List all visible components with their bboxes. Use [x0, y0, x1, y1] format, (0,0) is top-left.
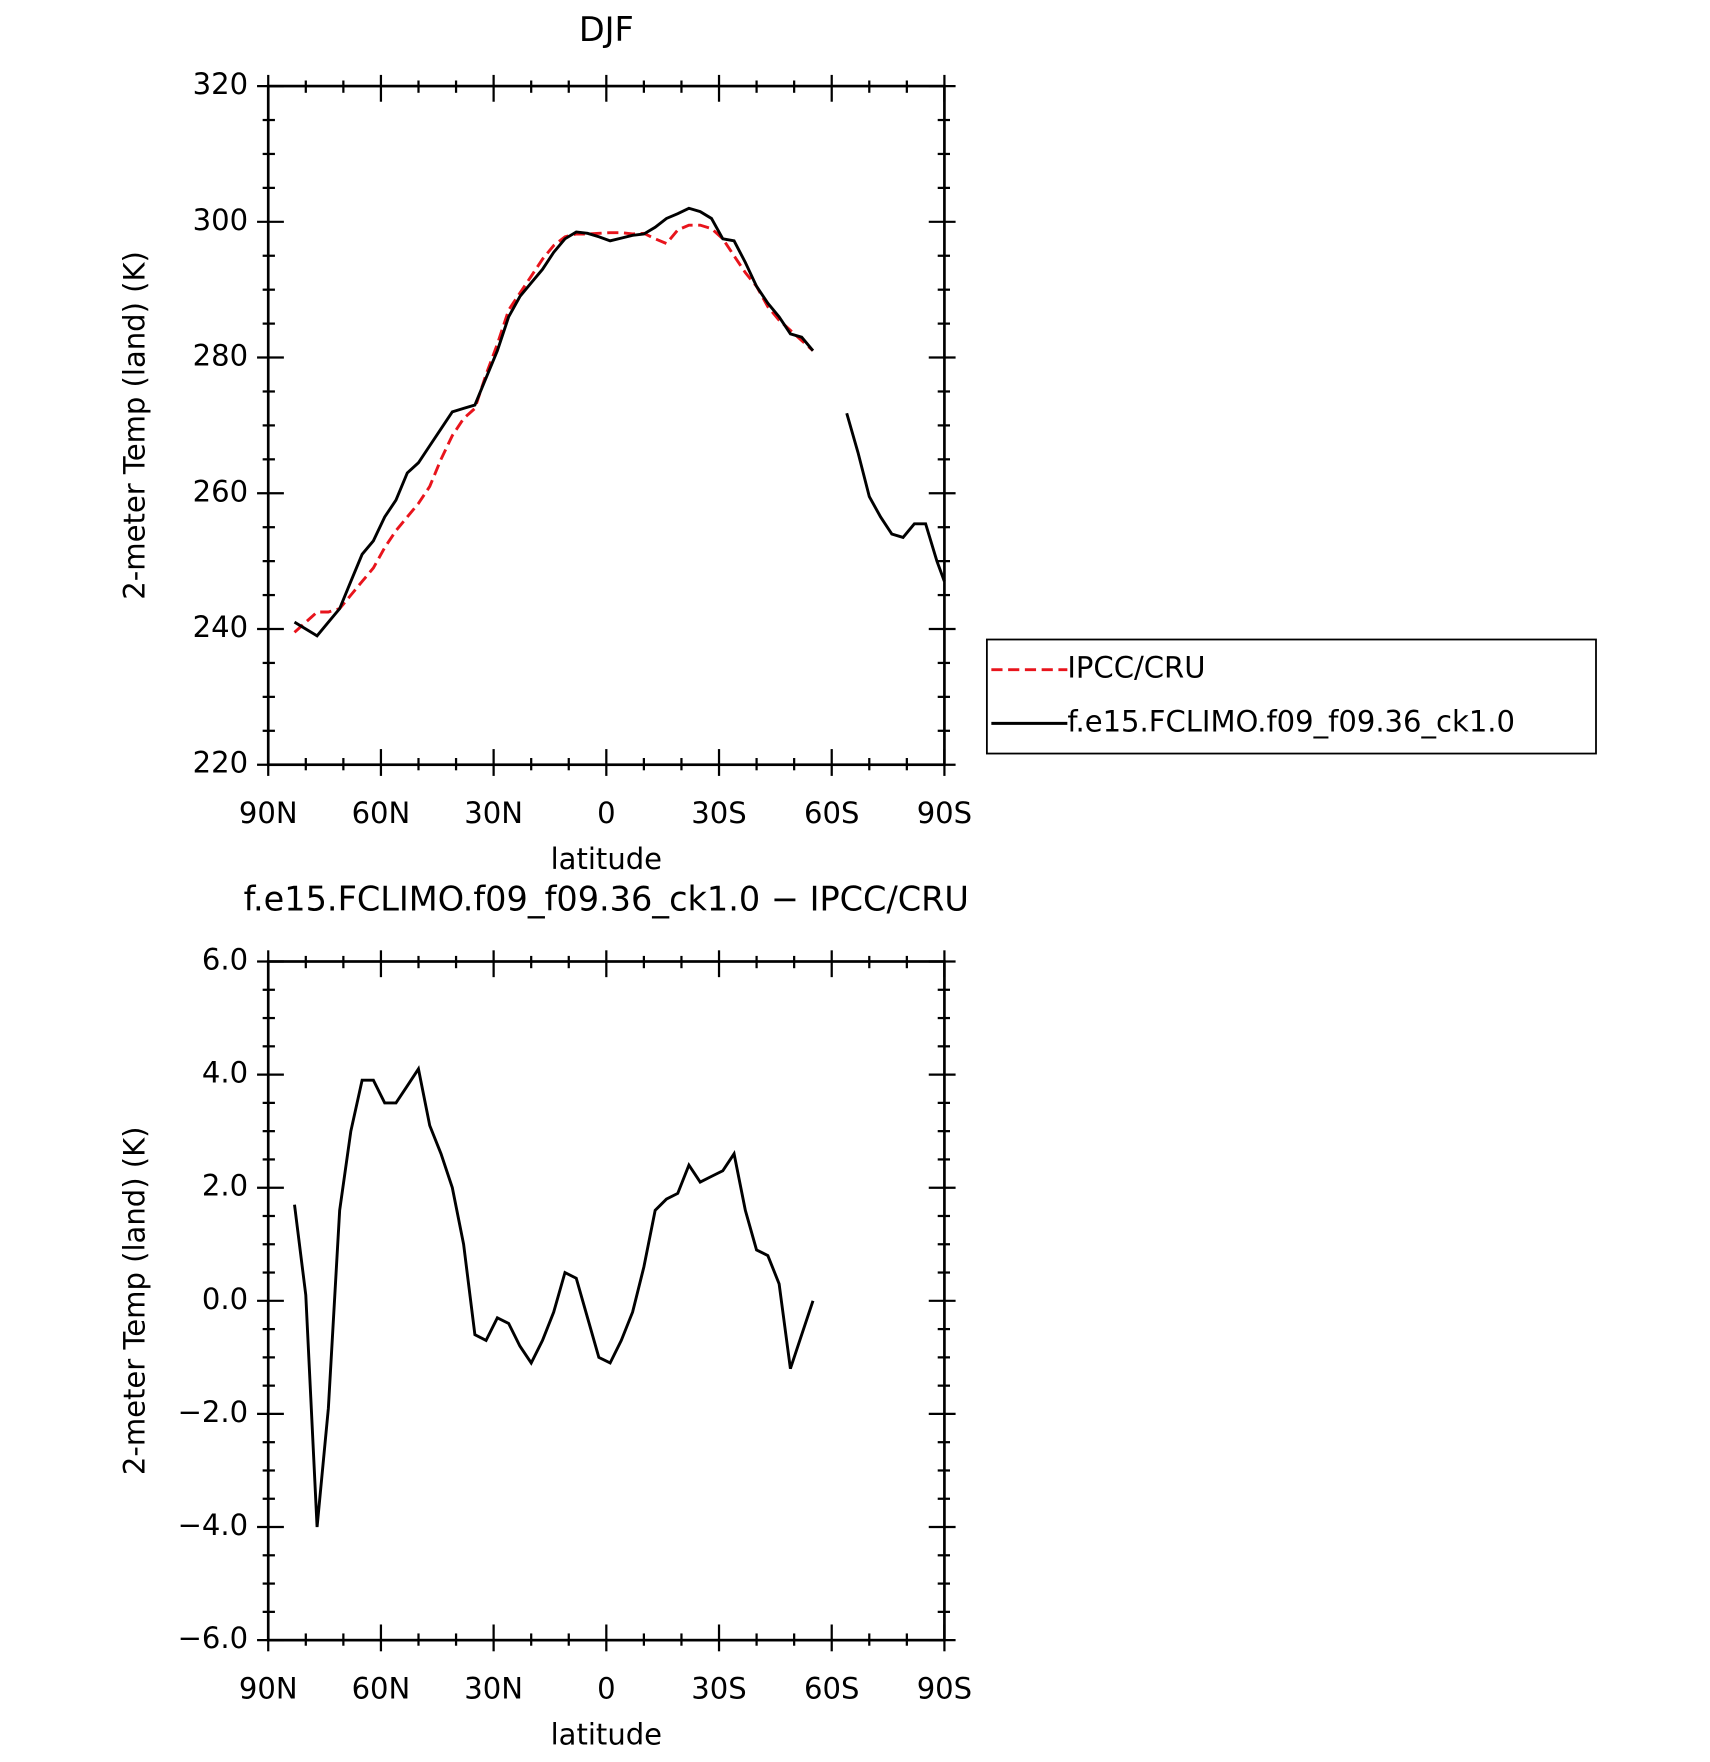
- y-tick-label: −6.0: [178, 1621, 249, 1655]
- plot-frame: [266, 84, 946, 767]
- y-axis-label: 2-meter Temp (land) (K): [117, 1127, 151, 1476]
- x-tick-label: 90S: [917, 796, 972, 830]
- x-axis-label: latitude: [551, 1717, 662, 1751]
- y-axis-label: 2-meter Temp (land) (K): [117, 251, 151, 600]
- x-tick-label: 60N: [352, 1671, 411, 1705]
- x-tick-label: 90N: [239, 796, 298, 830]
- legend-label: f.e15.FCLIMO.f09_f09.36_ck1.0: [1067, 704, 1515, 738]
- x-tick-label: 90N: [239, 1671, 298, 1705]
- y-tick-label: 220: [193, 746, 248, 780]
- y-tick-label: 240: [193, 610, 248, 644]
- x-tick-label: 30N: [464, 1671, 523, 1705]
- y-tick-label: 0.0: [202, 1282, 248, 1316]
- data-line: [293, 1065, 815, 1528]
- y-tick-label: 2.0: [202, 1169, 248, 1203]
- legend-label: IPCC/CRU: [1067, 651, 1205, 685]
- y-tick-label: −4.0: [178, 1508, 249, 1542]
- y-tick-label: 4.0: [202, 1056, 248, 1090]
- y-tick-label: 300: [193, 203, 248, 237]
- y-tick-label: 260: [193, 474, 248, 508]
- x-tick-label: 30S: [691, 796, 746, 830]
- chart-title: DJF: [579, 10, 634, 49]
- x-axis-label: latitude: [551, 842, 662, 876]
- chart-title: f.e15.FCLIMO.f09_f09.36_ck1.0 − IPCC/CRU: [244, 880, 969, 919]
- y-tick-label: 6.0: [202, 942, 248, 976]
- data-line: [293, 206, 946, 638]
- x-tick-label: 90S: [917, 1671, 972, 1705]
- x-tick-label: 60S: [804, 796, 859, 830]
- plot-frame: [266, 960, 946, 1642]
- x-tick-label: 60S: [804, 1671, 859, 1705]
- x-tick-label: 30N: [464, 796, 523, 830]
- y-tick-label: 280: [193, 339, 248, 373]
- legend-box: [985, 638, 1597, 755]
- y-tick-label: −2.0: [178, 1395, 249, 1429]
- data-line: [293, 223, 814, 634]
- x-tick-label: 30S: [691, 1671, 746, 1705]
- x-tick-label: 0: [597, 1671, 615, 1705]
- y-tick-label: 320: [193, 67, 248, 101]
- x-tick-label: 60N: [352, 796, 411, 830]
- x-tick-label: 0: [597, 796, 615, 830]
